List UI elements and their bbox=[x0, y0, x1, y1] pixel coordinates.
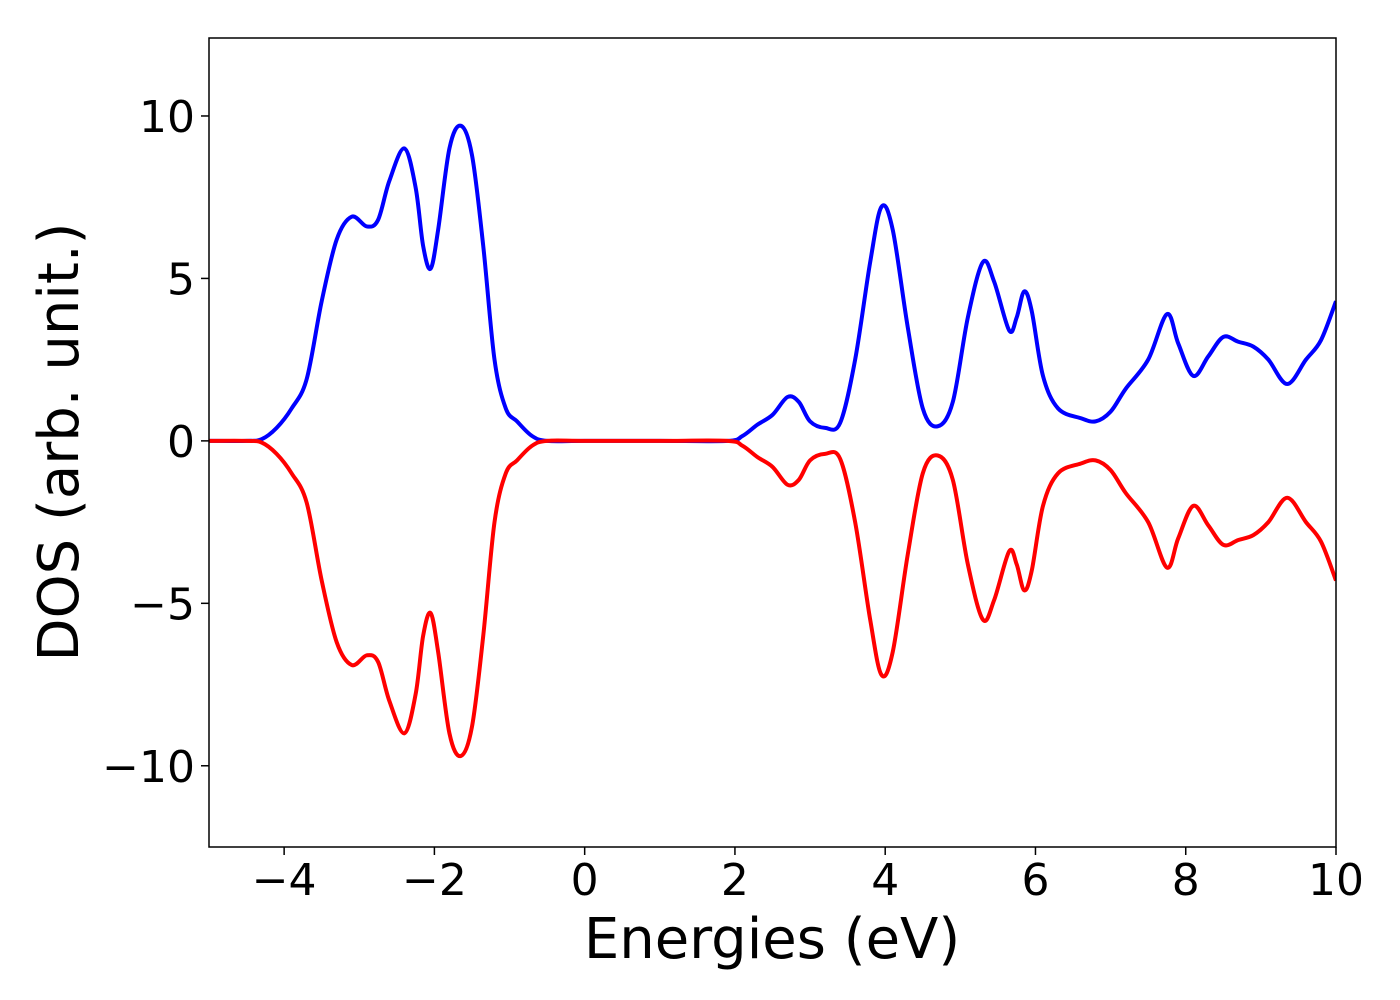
x-tick-label: 6 bbox=[1021, 855, 1049, 906]
x-tick-label: 10 bbox=[1308, 855, 1364, 906]
x-tick-label: −4 bbox=[252, 855, 317, 906]
x-tick-label: 0 bbox=[571, 855, 599, 906]
plot-frame bbox=[208, 37, 1337, 848]
x-tick-label: 4 bbox=[871, 855, 899, 906]
y-tick-label: 5 bbox=[167, 254, 195, 305]
x-axis-label: Energies (eV) bbox=[584, 907, 960, 972]
dos-line bbox=[209, 123, 1336, 444]
y-tick-label: 10 bbox=[139, 92, 195, 143]
x-tick-label: 2 bbox=[721, 855, 749, 906]
y-tick-label: −10 bbox=[102, 742, 195, 793]
y-tick-label: −5 bbox=[130, 579, 195, 630]
y-axis-label: DOS (arb. unit.) bbox=[27, 222, 92, 661]
x-tick-label: −2 bbox=[402, 855, 467, 906]
dos-line bbox=[209, 438, 1336, 759]
x-tick-label: 8 bbox=[1172, 855, 1200, 906]
y-tick-label: 0 bbox=[167, 417, 195, 468]
